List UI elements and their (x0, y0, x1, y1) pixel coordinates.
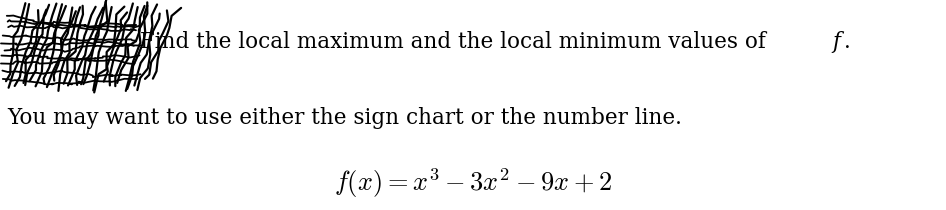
Text: Find the local maximum and the local minimum values of: Find the local maximum and the local min… (140, 31, 780, 53)
Text: You may want to use either the sign chart or the number line.: You may want to use either the sign char… (8, 107, 682, 129)
Text: f: f (832, 31, 840, 53)
Text: $f(x) = x^3 - 3x^2 - 9x + 2$: $f(x) = x^3 - 3x^2 - 9x + 2$ (334, 166, 612, 200)
Text: .: . (844, 31, 850, 53)
